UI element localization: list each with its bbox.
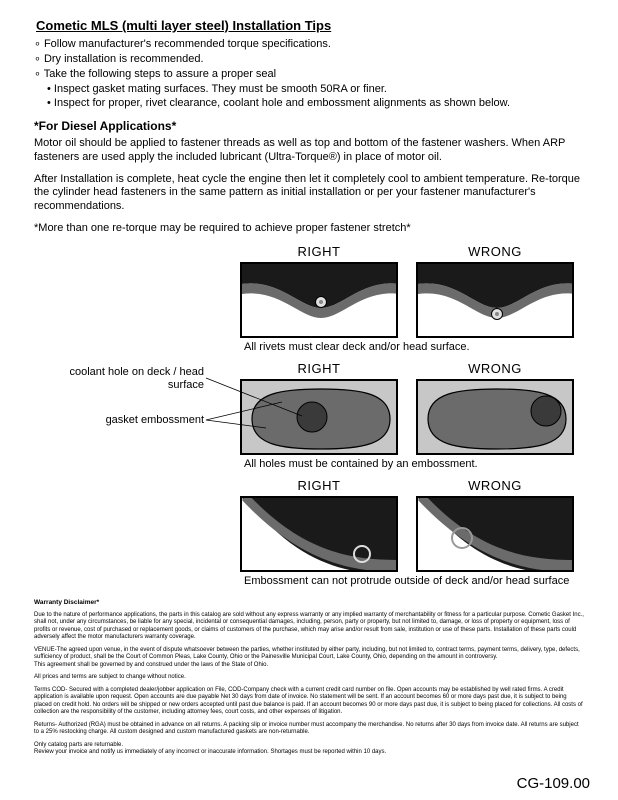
caption-2: All holes must be contained by an emboss… (34, 458, 584, 470)
footer-para: Due to the nature of performance applica… (34, 612, 584, 642)
diagram-row-3 (34, 496, 584, 572)
diesel-para-1: Motor oil should be applied to fastener … (34, 137, 584, 165)
diesel-para-3: *More than one re-torque may be required… (34, 222, 584, 236)
diagram-right-2 (240, 379, 398, 455)
sub-bullet-item: Inspect for proper, rivet clearance, coo… (34, 96, 584, 111)
diagram-row-1 (34, 262, 584, 338)
right-label: RIGHT (240, 244, 398, 259)
page-title: Cometic MLS (multi layer steel) Installa… (36, 18, 584, 33)
diagram-wrong-1 (416, 262, 574, 338)
bullet-item: Dry installation is recommended. (34, 52, 584, 67)
bullet-item: Follow manufacturer's recommended torque… (34, 37, 584, 52)
diesel-heading: *For Diesel Applications* (34, 119, 584, 133)
gasket-embossment-label: gasket embossment (34, 414, 204, 427)
wrong-label: WRONG (416, 244, 574, 259)
right-label: RIGHT (240, 361, 398, 376)
document-number: CG-109.00 (517, 775, 590, 792)
side-labels: coolant hole on deck / head surface gask… (34, 366, 204, 428)
footer-disclaimer: Warranty Disclaimer* Due to the nature o… (34, 599, 584, 757)
caption-1: All rivets must clear deck and/or head s… (34, 341, 584, 353)
diesel-para-2: After Installation is complete, heat cyc… (34, 173, 584, 214)
diagram-right-1 (240, 262, 398, 338)
footer-para: All prices and terms are subject to chan… (34, 674, 584, 682)
right-label: RIGHT (240, 478, 398, 493)
coolant-hole-label: coolant hole on deck / head surface (34, 366, 204, 392)
footer-para: Only catalog parts are returnable.Review… (34, 742, 584, 757)
footer-para: VENUE-The agreed upon venue, in the even… (34, 647, 584, 670)
diagram-right-3 (240, 496, 398, 572)
bullet-item: Take the following steps to assure a pro… (34, 67, 584, 82)
caption-3: Embossment can not protrude outside of d… (34, 575, 584, 587)
footer-para: Terms COD- Secured with a completed deal… (34, 687, 584, 717)
footer-para: Returns- Authorized (RGA) must be obtain… (34, 722, 584, 737)
wrong-label: WRONG (416, 361, 574, 376)
label-row: RIGHT WRONG (34, 244, 584, 259)
label-row: RIGHT WRONG (34, 478, 584, 493)
diagram-wrong-2 (416, 379, 574, 455)
sub-bullet-item: Inspect gasket mating surfaces. They mus… (34, 82, 584, 97)
diagram-wrong-3 (416, 496, 574, 572)
bullet-list: Follow manufacturer's recommended torque… (34, 37, 584, 111)
warranty-heading: Warranty Disclaimer* (34, 599, 584, 607)
diagram-area: RIGHT WRONG All rivets must clear deck a… (34, 244, 584, 587)
wrong-label: WRONG (416, 478, 574, 493)
